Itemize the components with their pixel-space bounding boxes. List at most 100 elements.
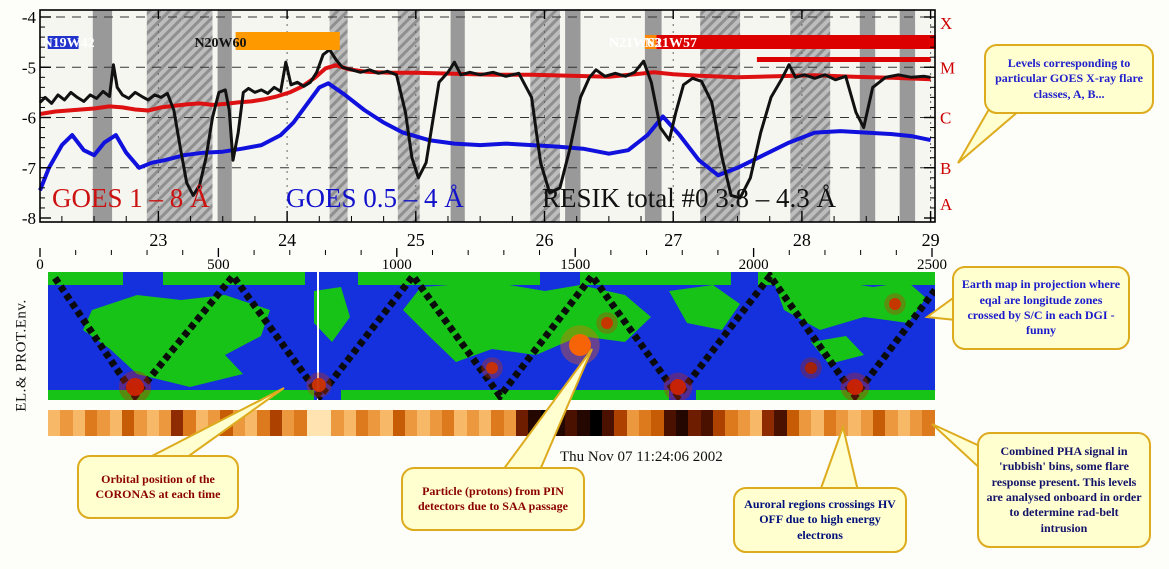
series-resik-total	[38, 48, 931, 200]
pha-bin	[700, 410, 713, 436]
series-legend: RESIK total #0 3.8 – 4.3 Å	[542, 183, 836, 213]
left-axis-label: EL.& PROT.Env.	[13, 299, 30, 412]
pha-bin	[158, 410, 172, 436]
pha-bin	[774, 410, 787, 436]
night-band	[217, 10, 232, 222]
pha-bin	[811, 410, 824, 436]
pha-bin	[306, 410, 319, 436]
flare-class-label: C	[940, 109, 951, 128]
flare-class-label: X	[940, 14, 952, 33]
callout-earth-map: Earth map in projection where eqal are l…	[952, 266, 1130, 350]
pha-bin	[331, 410, 344, 436]
pha-bin	[368, 410, 381, 436]
pha-bin	[799, 410, 812, 436]
event-bar	[47, 36, 79, 49]
pha-bin	[171, 410, 184, 436]
pha-bin	[392, 410, 406, 436]
callout-text: Particle (protons) from PIN detectors du…	[418, 483, 568, 513]
dgi-tick-label: 0	[36, 257, 44, 272]
pha-bin	[885, 410, 898, 436]
pha-bin	[405, 410, 418, 436]
pha-bin	[84, 410, 98, 436]
active-region-label: N21W57	[645, 36, 697, 51]
active-region-label: N20W60	[194, 36, 246, 51]
callout-orbital-position: Orbital position of the CORONAS at each …	[77, 455, 239, 519]
flare-class-label: A	[940, 195, 953, 214]
callout-saa-passage: Particle (protons) from PIN detectors du…	[401, 467, 585, 531]
pha-bin	[515, 410, 529, 436]
pha-bin	[589, 410, 603, 436]
event-bar	[756, 57, 931, 62]
y-tick-label: -6	[22, 109, 36, 128]
night-band	[899, 10, 916, 222]
callout-text: Levels corresponding to particular GOES …	[995, 55, 1143, 101]
pha-bin	[417, 410, 430, 436]
particle-hot-spot	[312, 378, 326, 392]
callout-tail	[818, 423, 860, 492]
night-band	[92, 10, 113, 222]
event-bar	[235, 32, 340, 50]
pha-bin	[836, 410, 849, 436]
dgi-tick-label: 500	[207, 257, 230, 272]
y-tick-label: -5	[22, 58, 36, 77]
pha-bin	[503, 410, 516, 436]
night-band	[565, 10, 581, 222]
callout-text: Orbital position of the CORONAS at each …	[95, 471, 221, 501]
particle-hot-spot	[805, 362, 817, 374]
series-goes-1-8	[39, 63, 931, 116]
dgi-tick-label: 1000	[382, 257, 412, 272]
pha-bin	[688, 410, 701, 436]
pha-signal-strip	[48, 410, 935, 436]
pha-bin	[454, 410, 467, 436]
callout-pha-signal: Combined PHA signal in 'rubbish' bins, s…	[977, 432, 1151, 548]
pha-bin	[48, 410, 61, 436]
pha-bin	[294, 410, 307, 436]
landmass	[314, 287, 350, 342]
particle-hot-spot	[889, 298, 901, 310]
pha-bin	[897, 410, 910, 436]
y-tick-label: -4	[22, 8, 37, 27]
particle-hot-spot	[126, 378, 144, 396]
event-bar	[656, 35, 936, 49]
pha-bin	[749, 410, 763, 436]
pha-bin	[786, 410, 800, 436]
pha-bin	[429, 410, 442, 436]
event-bar	[644, 35, 657, 49]
pha-bin	[183, 410, 196, 436]
active-region-label: N19W42	[43, 36, 95, 51]
pha-bin	[281, 410, 295, 436]
day-tick-label: 26	[536, 230, 554, 250]
particle-hot-spot	[569, 334, 591, 356]
orbit-map-panel	[48, 272, 935, 400]
dgi-tick-label: 2000	[739, 257, 769, 272]
plot-frame	[39, 9, 936, 223]
active-region-label: N21W63	[609, 36, 661, 51]
pha-bin	[478, 410, 492, 436]
pha-bin	[355, 410, 369, 436]
day-tick-label: 28	[793, 230, 811, 250]
plot-timestamp: Thu Nov 07 11:24:06 2002	[560, 449, 723, 465]
pha-bin	[134, 410, 147, 436]
particle-hot-spot	[847, 379, 863, 395]
pha-bin	[823, 410, 836, 436]
pha-bin	[848, 410, 861, 436]
series-legend: GOES 0.5 – 4 Å	[286, 183, 464, 213]
pha-bin	[318, 410, 332, 436]
callout-goes-classes: Levels corresponding to particular GOES …	[984, 44, 1154, 114]
dgi-tick-label: 1500	[560, 257, 590, 272]
particle-hot-spot	[486, 362, 498, 374]
pha-bin	[208, 410, 221, 436]
pha-bin	[540, 410, 553, 436]
pha-bin	[725, 410, 738, 436]
landmass	[669, 285, 740, 330]
y-tick-label: -7	[22, 159, 37, 178]
day-tick-label: 24	[278, 230, 296, 250]
day-tick-label: 27	[664, 230, 682, 250]
pha-bin	[872, 410, 886, 436]
pha-bin	[860, 410, 873, 436]
pha-bin	[121, 410, 135, 436]
pha-bin	[97, 410, 110, 436]
particle-hot-spot	[601, 317, 613, 329]
orbit-track	[52, 272, 935, 400]
